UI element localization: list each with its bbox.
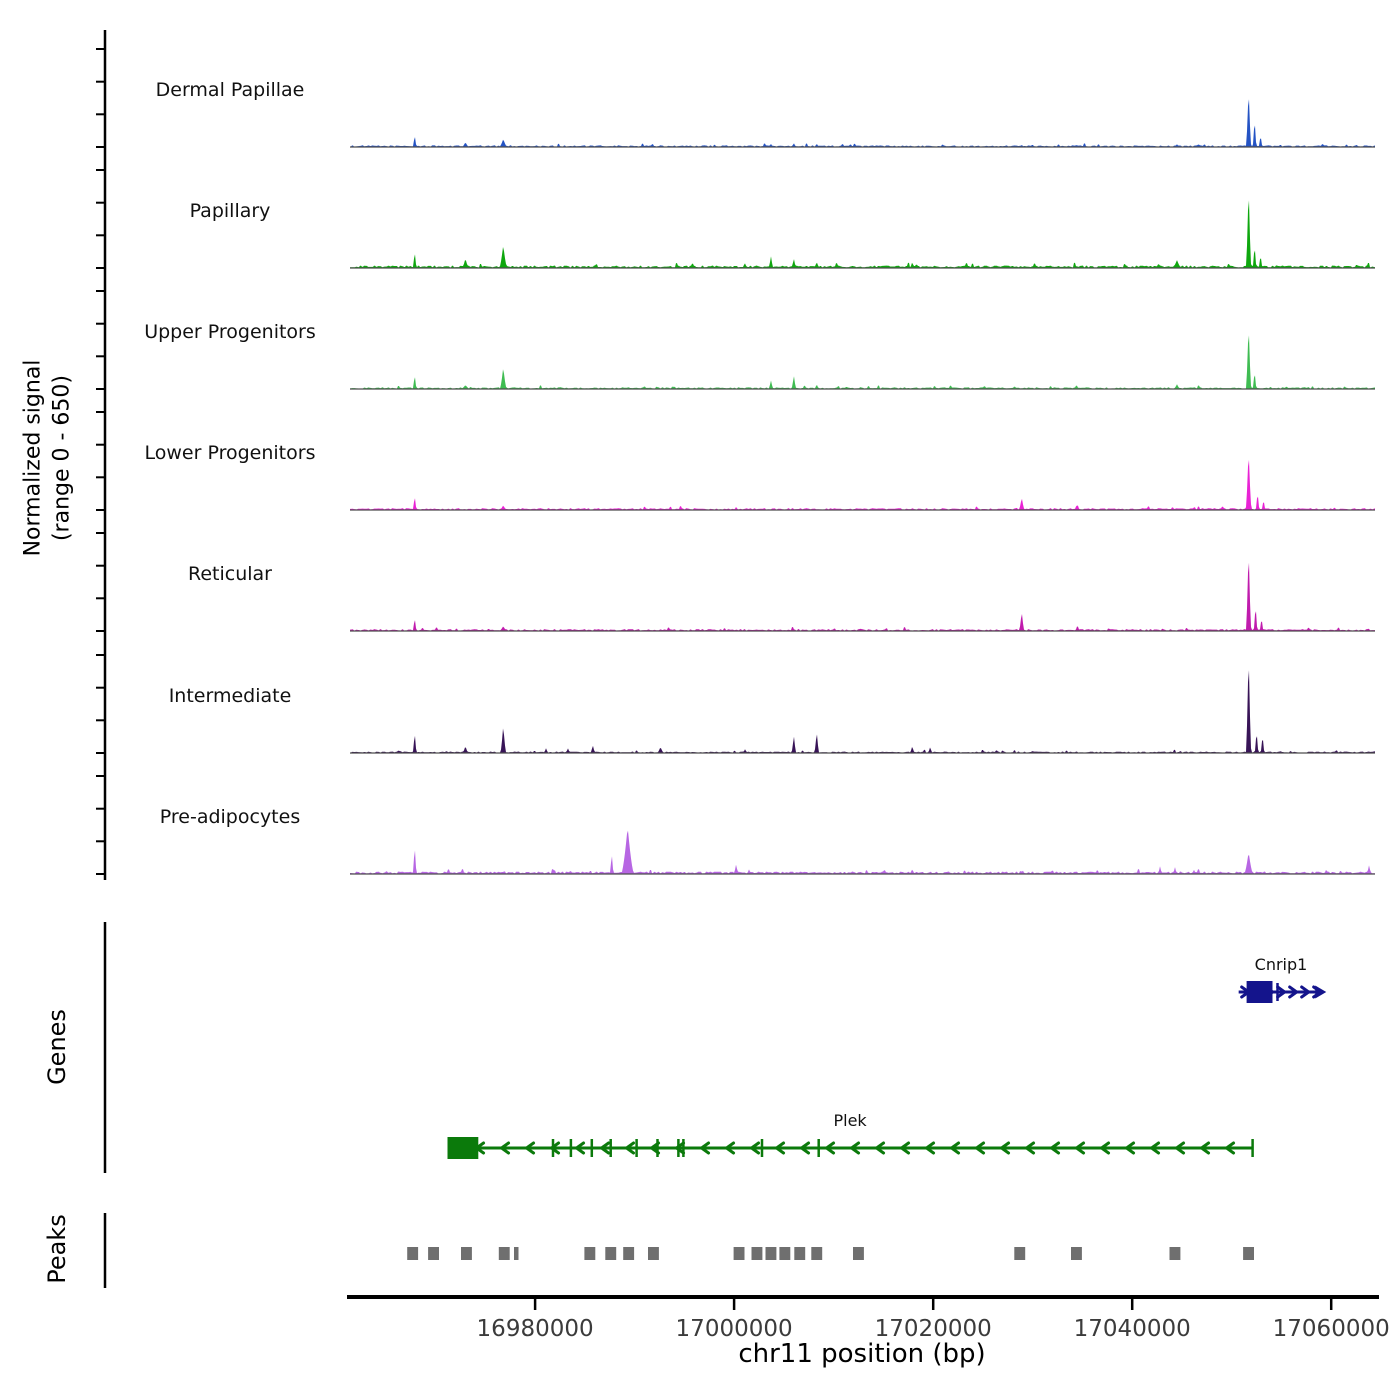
gene-end-arrow-icon <box>1315 985 1327 999</box>
gene-strand-arrow-icon <box>1223 1141 1236 1155</box>
gene-strand-arrow-icon <box>948 1141 961 1155</box>
gene-strand-arrow-icon <box>1276 985 1288 999</box>
gene-strand-arrow-icon <box>773 1141 786 1155</box>
track-signal-upper-progenitors <box>350 335 1375 389</box>
peak-region <box>428 1247 439 1260</box>
track-label-upper-progenitors: Upper Progenitors <box>144 321 316 343</box>
gene-strand-arrow-icon <box>523 1141 536 1155</box>
gene-strand-arrow-icon <box>1023 1141 1036 1155</box>
gene-strand-arrow-icon <box>598 1141 611 1155</box>
peak-region <box>853 1247 864 1260</box>
peak-region <box>1014 1247 1026 1260</box>
track-signal-pre-adipocytes <box>350 830 1375 874</box>
track-label-pre-adipocytes: Pre-adipocytes <box>160 806 300 828</box>
track-label-dermal-papillae: Dermal Papillae <box>156 79 305 101</box>
peaks-section-label: Peaks <box>43 1214 71 1284</box>
gene-strand-arrow-icon <box>1173 1141 1186 1155</box>
gene-strand-arrow-icon <box>1198 1141 1211 1155</box>
y-axis-label-line1: Normalized signal <box>20 359 46 557</box>
peak-region <box>765 1247 777 1260</box>
gene-strand-arrow-icon <box>1288 985 1300 999</box>
peak-region <box>498 1247 510 1260</box>
gene-strand-arrow-icon <box>673 1141 686 1155</box>
peak-region <box>623 1247 635 1260</box>
gene-strand-arrow-icon <box>748 1141 761 1155</box>
peak-region <box>648 1247 659 1260</box>
peak-region <box>407 1247 419 1260</box>
track-signal-lower-progenitors <box>350 459 1375 510</box>
gene-strand-arrow-icon <box>723 1141 736 1155</box>
gene-strand-arrow-icon <box>1148 1141 1161 1155</box>
peak-region <box>811 1247 823 1260</box>
gene-strand-arrow-icon <box>623 1141 636 1155</box>
x-axis-tick-label: 17020000 <box>875 1316 992 1342</box>
gene-strand-arrow-icon <box>973 1141 986 1155</box>
y-axis-label: Normalized signal (range 0 - 650) <box>19 360 76 557</box>
gene-strand-arrow-icon <box>698 1141 711 1155</box>
peak-region <box>461 1247 472 1260</box>
peak-region <box>794 1247 806 1260</box>
gene-strand-arrow-icon <box>898 1141 911 1155</box>
peak-region <box>1169 1247 1181 1260</box>
gene-strand-arrow-icon <box>1123 1141 1136 1155</box>
gene-strand-arrow-icon <box>798 1141 811 1155</box>
track-label-lower-progenitors: Lower Progenitors <box>145 442 316 464</box>
y-axis-label-line2: (range 0 - 650) <box>49 374 74 542</box>
x-axis-tick-label: 17040000 <box>1074 1316 1191 1342</box>
gene-strand-arrow-icon <box>1098 1141 1111 1155</box>
gene-strand-arrow-icon <box>1073 1141 1086 1155</box>
x-axis-tick-label: 17000000 <box>676 1316 793 1342</box>
gene-strand-arrow-icon <box>548 1141 561 1155</box>
gene-exon-cnrip1 <box>1246 981 1273 1003</box>
track-label-papillary: Papillary <box>190 200 271 222</box>
x-axis-tick-label: 17060000 <box>1273 1316 1390 1342</box>
x-axis-tick-label: 16980000 <box>477 1316 594 1342</box>
track-label-intermediate: Intermediate <box>169 685 292 707</box>
peak-region <box>605 1247 617 1260</box>
gene-strand-arrow-icon <box>648 1141 661 1155</box>
gene-strand-arrow-icon <box>923 1141 936 1155</box>
gene-strand-arrow-icon <box>573 1141 586 1155</box>
track-signal-reticular <box>350 562 1375 631</box>
gene-exon-plek <box>447 1137 479 1159</box>
gene-strand-arrow-icon <box>848 1141 861 1155</box>
peak-region <box>751 1247 763 1260</box>
gene-strand-arrow-icon <box>498 1141 511 1155</box>
peak-region <box>1243 1247 1254 1260</box>
track-label-reticular: Reticular <box>188 563 272 585</box>
peak-region <box>514 1247 519 1260</box>
gene-strand-arrow-icon <box>1048 1141 1061 1155</box>
track-signal-dermal-papillae <box>350 99 1375 147</box>
track-signal-papillary <box>350 200 1375 268</box>
peak-region <box>733 1247 745 1260</box>
peak-region <box>1071 1247 1082 1260</box>
gene-label-plek: Plek <box>833 1111 867 1130</box>
genes-section-label: Genes <box>43 1009 71 1085</box>
gene-strand-arrow-icon <box>873 1141 886 1155</box>
peak-region <box>779 1247 791 1260</box>
peak-region <box>584 1247 596 1260</box>
gene-strand-arrow-icon <box>823 1141 836 1155</box>
track-signal-intermediate <box>350 670 1375 753</box>
gene-strand-arrow-icon <box>998 1141 1011 1155</box>
gene-label-cnrip1: Cnrip1 <box>1255 955 1308 974</box>
gene-strand-arrow-icon <box>1300 985 1312 999</box>
x-axis-title: chr11 position (bp) <box>738 1339 986 1369</box>
